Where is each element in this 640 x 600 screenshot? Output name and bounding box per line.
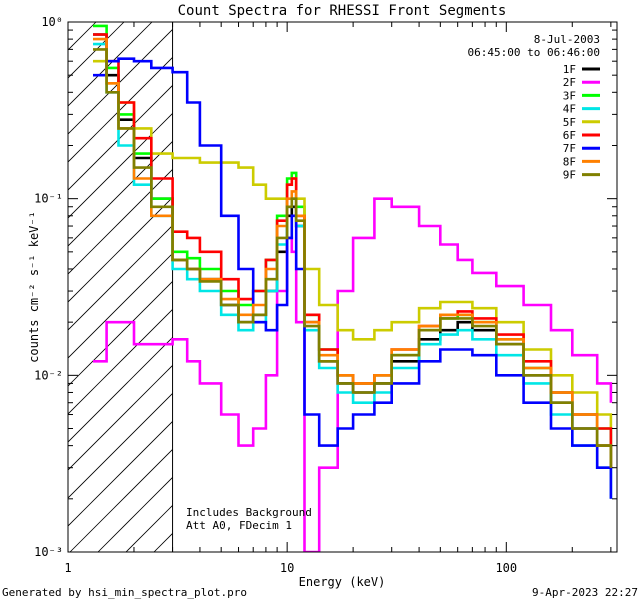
series-line-9f — [93, 48, 613, 468]
legend-label-6f: 6F — [563, 129, 576, 142]
series-line-7f — [93, 57, 613, 499]
footer-generated-by: Generated by hsi_min_spectra_plot.pro — [2, 586, 247, 599]
legend-label-9f: 9F — [563, 169, 576, 182]
annotation-background: Includes Background — [186, 506, 312, 519]
hatch-line — [68, 336, 173, 443]
x-tick-label: 10 — [280, 561, 294, 575]
hatch-line — [68, 364, 173, 471]
hatch-line — [68, 308, 173, 415]
hatch-line — [68, 168, 173, 275]
y-tick-label: 10⁻³ — [34, 545, 63, 559]
legend-label-4f: 4F — [563, 103, 576, 116]
hatch-line — [68, 28, 173, 135]
hatch-line — [68, 420, 173, 527]
legend-label-2f: 2F — [563, 76, 576, 89]
hatch-line — [68, 140, 173, 247]
legend-label-7f: 7F — [563, 142, 576, 155]
x-tick-label: 1 — [64, 561, 71, 575]
hatch-line — [69, 448, 173, 552]
legend-label-8f: 8F — [563, 155, 576, 168]
hatch-line — [68, 196, 173, 303]
y-tick-label: 10⁻² — [34, 368, 63, 382]
hatch-line — [68, 392, 173, 499]
legend-label-1f: 1F — [563, 63, 576, 76]
date-label: 8-Jul-2003 — [534, 33, 600, 46]
x-tick-label: 100 — [495, 561, 517, 575]
hatch-line — [97, 476, 173, 552]
hatch-line — [68, 84, 173, 191]
legend-label-3f: 3F — [563, 89, 576, 102]
hatch-line — [68, 22, 125, 79]
annotation-attenuator: Att A0, FDecim 1 — [186, 519, 292, 532]
hatch-line — [68, 224, 173, 331]
time-range-label: 06:45:00 to 06:46:00 — [468, 46, 600, 59]
footer-timestamp: 9-Apr-2023 22:27 — [532, 586, 638, 599]
series-line-2f — [93, 197, 613, 552]
hatch-line — [68, 252, 173, 359]
y-axis-label: counts cm⁻² s⁻¹ keV⁻¹ — [27, 211, 41, 363]
y-tick-label: 10⁰ — [41, 15, 63, 29]
legend-label-5f: 5F — [563, 116, 576, 129]
hatch-line — [68, 22, 97, 51]
chart-title: Count Spectra for RHESSI Front Segments — [178, 3, 507, 19]
plot-frame — [67, 21, 618, 553]
y-tick-label: 10⁻¹ — [34, 192, 63, 206]
x-axis-label: Energy (keV) — [299, 575, 386, 589]
hatch-line — [68, 280, 173, 387]
